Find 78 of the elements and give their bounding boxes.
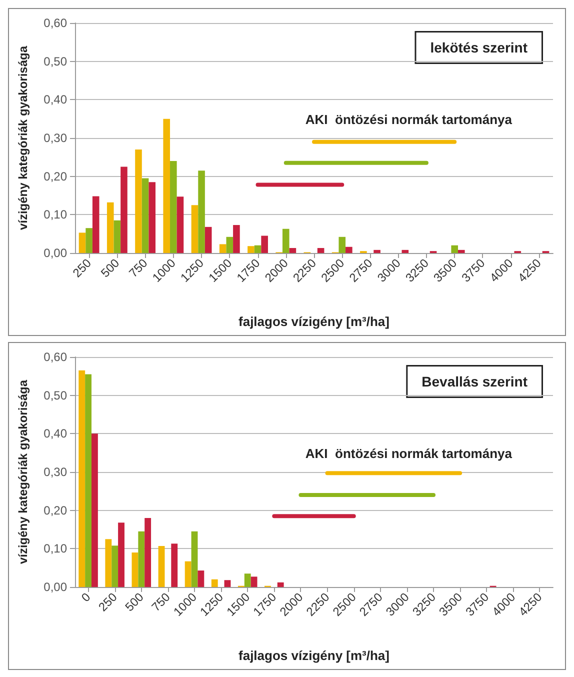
bar: [458, 250, 465, 253]
bar: [86, 228, 92, 253]
bar: [346, 246, 352, 253]
bar: [120, 166, 128, 253]
bar: [170, 161, 177, 253]
bar: [135, 150, 142, 253]
bar: [176, 196, 184, 253]
bar: [112, 546, 118, 587]
bar: [132, 552, 138, 587]
bar: [78, 370, 86, 587]
bar: [92, 196, 100, 253]
y-axis-title: vízigény kategóriák gyakorisága: [16, 46, 30, 230]
annotation: AKI öntözési normák tartománya: [305, 112, 513, 127]
x-tick-label: 250: [96, 590, 120, 614]
bar: [254, 245, 262, 253]
x-axis-title: fajlagos vízigény [m³/ha]: [238, 648, 390, 663]
annotation: lekötés szerint: [430, 40, 528, 56]
bar: [85, 374, 92, 587]
bar: [224, 580, 231, 587]
y-axis-title: vízigény kategóriák gyakorisága: [16, 380, 30, 564]
bar: [171, 544, 178, 587]
y-tick-label: 0,20: [44, 503, 68, 518]
y-tick-label: 0,60: [44, 16, 68, 30]
bar: [261, 236, 268, 253]
y-tick-label: 0,00: [44, 580, 68, 594]
bar: [226, 236, 234, 253]
x-tick-label: 750: [126, 256, 150, 280]
bar: [282, 228, 290, 253]
bar: [144, 518, 152, 587]
x-tick-label: 750: [148, 590, 174, 614]
bar: [138, 531, 145, 587]
bar: [118, 522, 124, 587]
bar: [191, 205, 198, 253]
y-tick-label: 0,50: [44, 54, 68, 68]
y-tick-label: 0,40: [44, 426, 68, 441]
y-tick-label: 0,40: [44, 92, 68, 107]
bar: [191, 531, 198, 587]
y-tick-label: 0,10: [44, 208, 68, 222]
y-tick-label: 0,30: [44, 465, 68, 479]
bar: [142, 178, 149, 253]
y-tick-label: 0,50: [44, 388, 68, 402]
x-tick-label: 500: [98, 256, 122, 280]
bar: [78, 232, 86, 253]
bar: [219, 244, 226, 253]
bar: [114, 220, 121, 253]
bar: [204, 226, 212, 253]
bar: [248, 246, 254, 253]
bar: [374, 250, 380, 253]
bar: [402, 250, 409, 253]
x-axis-title: fajlagos vízigény [m³/ha]: [238, 314, 390, 329]
x-tick-label: 0: [78, 590, 94, 605]
annotation: AKI öntözési normák tartománya: [305, 446, 513, 461]
x-tick-label: 500: [122, 590, 147, 614]
y-tick-label: 0,60: [44, 350, 68, 364]
bar: [105, 539, 112, 587]
bar: [163, 118, 170, 253]
bar: [451, 245, 458, 253]
y-tick-label: 0,10: [44, 542, 68, 556]
bar: [91, 434, 98, 587]
bar: [338, 236, 346, 253]
bar: [198, 170, 205, 253]
y-tick-label: 0,30: [44, 131, 68, 145]
bar: [184, 561, 192, 587]
y-tick-label: 0,20: [44, 169, 68, 184]
bar: [317, 248, 324, 253]
bar: [233, 225, 240, 253]
bar: [211, 579, 218, 587]
bar: [289, 248, 296, 253]
bar: [244, 574, 251, 587]
annotation: Bevallás szerint: [422, 374, 528, 390]
bar: [158, 546, 165, 587]
bar: [106, 202, 114, 253]
y-tick-label: 0,00: [44, 246, 68, 260]
bar: [198, 570, 204, 587]
x-tick-label: 250: [70, 256, 94, 280]
bar: [148, 182, 156, 253]
bar: [250, 576, 258, 587]
bar: [277, 582, 284, 587]
